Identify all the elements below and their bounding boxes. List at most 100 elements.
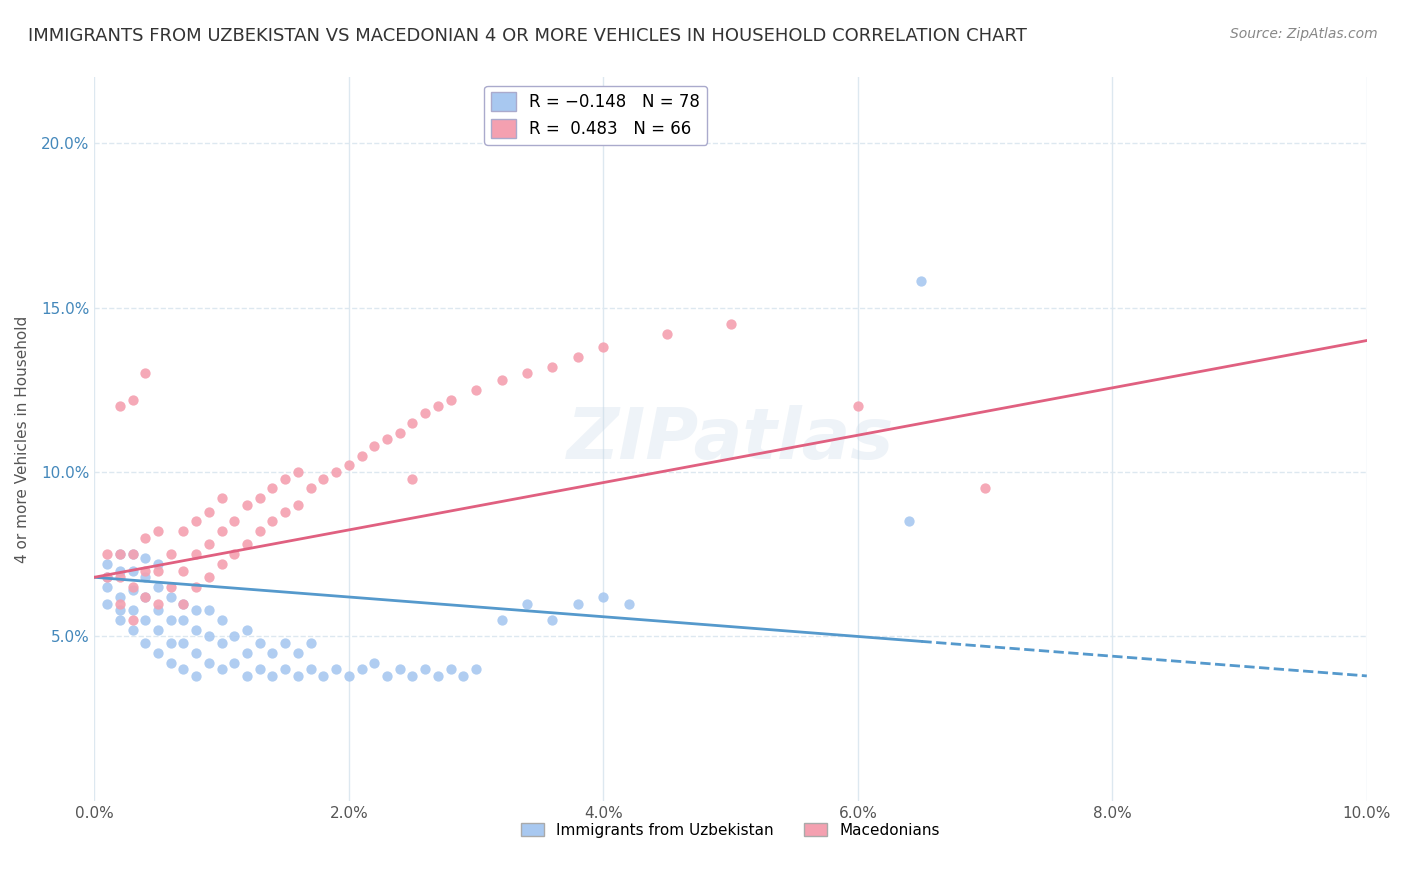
Point	[516, 597, 538, 611]
Point	[363, 656, 385, 670]
Point	[108, 570, 131, 584]
Point	[96, 557, 118, 571]
Point	[465, 662, 488, 676]
Point	[440, 392, 463, 407]
Point	[401, 472, 423, 486]
Point	[312, 669, 335, 683]
Point	[134, 531, 156, 545]
Point	[146, 597, 169, 611]
Point	[249, 491, 271, 506]
Point	[211, 636, 233, 650]
Point	[121, 547, 143, 561]
Point	[211, 557, 233, 571]
Point	[186, 580, 208, 594]
Point	[541, 359, 564, 374]
Point	[198, 570, 221, 584]
Point	[401, 669, 423, 683]
Point	[375, 669, 398, 683]
Point	[108, 603, 131, 617]
Point	[491, 373, 513, 387]
Point	[274, 636, 297, 650]
Point	[274, 472, 297, 486]
Point	[134, 636, 156, 650]
Point	[465, 383, 488, 397]
Point	[224, 630, 246, 644]
Point	[108, 564, 131, 578]
Point	[121, 392, 143, 407]
Y-axis label: 4 or more Vehicles in Household: 4 or more Vehicles in Household	[15, 316, 30, 563]
Point	[108, 547, 131, 561]
Point	[236, 498, 259, 512]
Point	[453, 669, 475, 683]
Point	[96, 570, 118, 584]
Point	[350, 662, 373, 676]
Point	[287, 669, 309, 683]
Point	[134, 550, 156, 565]
Point	[121, 583, 143, 598]
Point	[363, 439, 385, 453]
Point	[325, 465, 347, 479]
Point	[198, 656, 221, 670]
Point	[198, 603, 221, 617]
Point	[159, 580, 181, 594]
Point	[211, 524, 233, 539]
Point	[198, 630, 221, 644]
Point	[108, 590, 131, 604]
Point	[236, 623, 259, 637]
Point	[236, 646, 259, 660]
Point	[96, 580, 118, 594]
Point	[121, 547, 143, 561]
Point	[312, 472, 335, 486]
Point	[172, 636, 194, 650]
Point	[186, 514, 208, 528]
Point	[96, 570, 118, 584]
Point	[134, 590, 156, 604]
Point	[350, 449, 373, 463]
Point	[172, 613, 194, 627]
Point	[134, 613, 156, 627]
Point	[337, 458, 360, 473]
Point	[198, 537, 221, 551]
Point	[211, 662, 233, 676]
Point	[108, 597, 131, 611]
Legend: Immigrants from Uzbekistan, Macedonians: Immigrants from Uzbekistan, Macedonians	[515, 816, 946, 844]
Point	[186, 646, 208, 660]
Point	[121, 580, 143, 594]
Point	[172, 564, 194, 578]
Point	[172, 524, 194, 539]
Point	[249, 662, 271, 676]
Point	[224, 514, 246, 528]
Point	[146, 564, 169, 578]
Point	[96, 547, 118, 561]
Point	[375, 432, 398, 446]
Point	[224, 656, 246, 670]
Point	[274, 662, 297, 676]
Point	[146, 524, 169, 539]
Point	[108, 399, 131, 413]
Point	[567, 597, 589, 611]
Point	[211, 613, 233, 627]
Point	[262, 514, 284, 528]
Point	[262, 646, 284, 660]
Point	[134, 570, 156, 584]
Point	[440, 662, 463, 676]
Point	[299, 662, 322, 676]
Point	[186, 623, 208, 637]
Point	[413, 406, 436, 420]
Point	[401, 416, 423, 430]
Point	[720, 317, 742, 331]
Point	[108, 547, 131, 561]
Point	[159, 656, 181, 670]
Point	[96, 597, 118, 611]
Point	[388, 662, 411, 676]
Point	[337, 669, 360, 683]
Point	[426, 669, 449, 683]
Point	[146, 580, 169, 594]
Point	[108, 613, 131, 627]
Point	[121, 564, 143, 578]
Point	[146, 557, 169, 571]
Text: Source: ZipAtlas.com: Source: ZipAtlas.com	[1230, 27, 1378, 41]
Point	[134, 590, 156, 604]
Point	[426, 399, 449, 413]
Point	[159, 547, 181, 561]
